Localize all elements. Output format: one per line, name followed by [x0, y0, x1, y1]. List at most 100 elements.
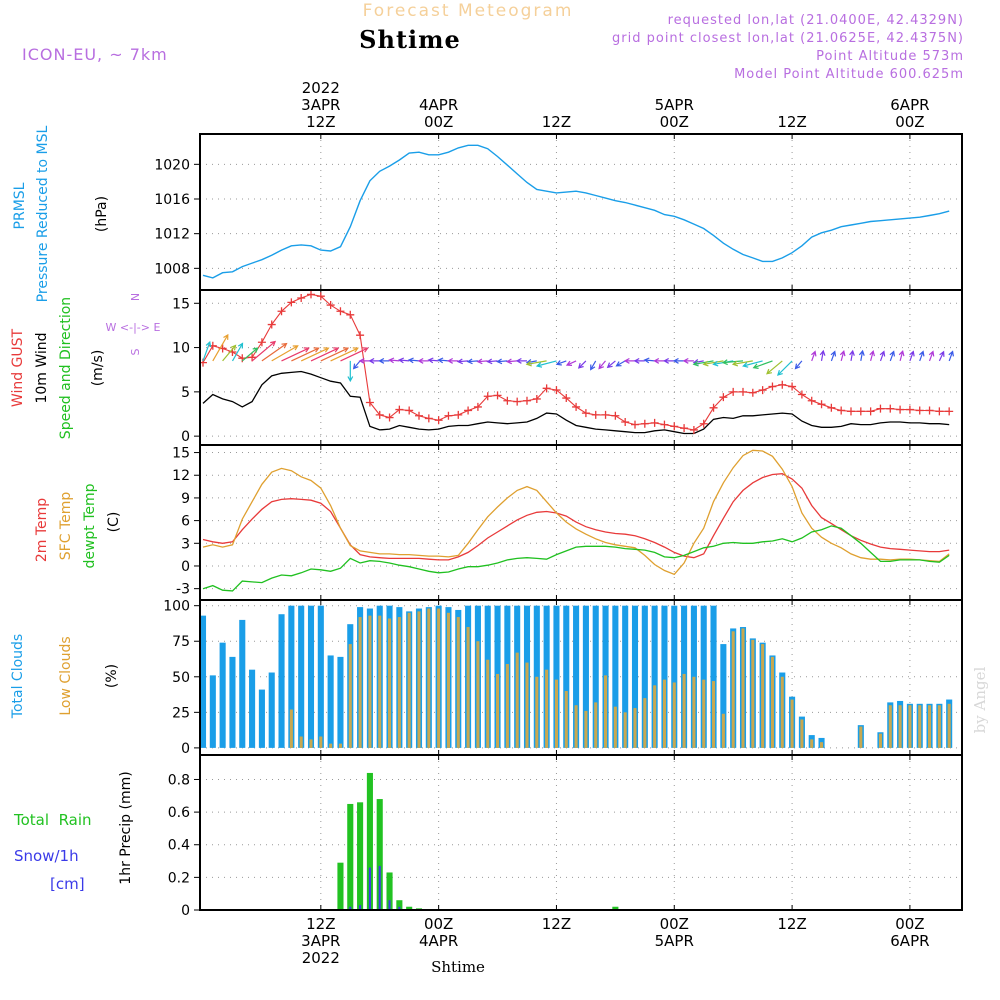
- total-cloud-bar: [700, 605, 707, 748]
- y-tick-label: 25: [172, 705, 190, 721]
- total-cloud-bar: [239, 619, 246, 748]
- low-cloud-bar: [407, 612, 411, 748]
- low-cloud-bar: [633, 708, 637, 748]
- wind-direction-arrow: [776, 360, 793, 376]
- low-cloud-bar: [525, 662, 529, 748]
- compass-we: W <-|-> E: [106, 321, 161, 334]
- wind-direction-arrow: [241, 347, 259, 362]
- rain-bar: [347, 803, 354, 910]
- low-cloud-bar: [388, 618, 392, 748]
- snow-bar: [398, 906, 401, 910]
- model-label: ICON-EU, ~ 7km: [22, 45, 168, 64]
- wind-direction-arrow: [466, 358, 478, 365]
- low-cloud-bar: [535, 676, 539, 748]
- total-cloud-bar: [288, 605, 295, 748]
- wind-direction-arrow: [663, 357, 675, 364]
- wind-direction-arrow: [231, 342, 244, 362]
- low-cloud-bar: [859, 726, 863, 748]
- total-cloud-bar: [327, 655, 334, 748]
- low-cloud-bar: [761, 644, 765, 748]
- gust-marker: [709, 403, 718, 412]
- y-tick-label: 12: [172, 468, 190, 484]
- wind-direction-arrow: [505, 358, 518, 365]
- low-cloud-bar: [378, 615, 382, 748]
- chart-panels: 1008101210161020051015-30369121502550751…: [154, 133, 963, 919]
- low-cloud-bar: [309, 739, 313, 748]
- top-axis-label: 3APR: [301, 96, 340, 114]
- gust-marker: [935, 407, 944, 416]
- gust-marker: [572, 402, 581, 411]
- top-axis-label: 00Z: [895, 113, 924, 131]
- low-cloud-bar: [299, 736, 303, 748]
- rain-bar: [386, 872, 393, 910]
- low-cloud-bar: [731, 631, 735, 748]
- wind-direction-arrow: [643, 357, 655, 364]
- gust-marker: [257, 338, 266, 347]
- gust-marker: [444, 411, 453, 420]
- y-tick-label: 0: [181, 429, 190, 445]
- low-cloud-bar: [564, 691, 568, 748]
- temp-2m-line: [202, 473, 950, 561]
- wind-direction-arrow: [535, 360, 557, 368]
- low-cloud-bar: [820, 742, 824, 748]
- wind-direction-arrow: [340, 347, 369, 362]
- panel-frame: [199, 444, 963, 601]
- bottom-axis-label: 00Z: [424, 915, 453, 933]
- gust-marker: [493, 391, 502, 400]
- low-cloud-bar: [515, 652, 519, 748]
- wind-direction-arrow: [909, 350, 915, 362]
- gust-marker: [346, 310, 355, 319]
- wind-direction-arrow: [486, 358, 498, 365]
- gust-marker: [748, 388, 757, 397]
- low-cloud-bar: [338, 743, 342, 748]
- total-cloud-bar: [337, 656, 344, 748]
- low-cloud-bar: [437, 608, 441, 748]
- y-tick-label: 0: [181, 741, 190, 757]
- low-cloud-bar: [427, 608, 431, 748]
- gust-marker: [788, 382, 797, 391]
- gust-marker: [866, 407, 875, 416]
- gust-marker: [581, 409, 590, 418]
- wind-direction-arrow: [330, 347, 359, 362]
- wind-direction-arrow: [222, 344, 237, 362]
- low-cloud-bar: [319, 736, 323, 748]
- total-cloud-bar: [307, 605, 315, 748]
- low-cloud-bar: [928, 705, 932, 748]
- low-cloud-bar: [878, 733, 882, 748]
- low-cloud-bar: [623, 712, 627, 748]
- wind-direction-arrow: [898, 350, 905, 362]
- wind-direction-arrow: [692, 360, 714, 367]
- panel-frame: [199, 599, 963, 756]
- low-cloud-bar: [741, 628, 745, 748]
- y-tick-label: 50: [172, 670, 190, 686]
- y-tick-label: 15: [172, 296, 190, 312]
- gust-marker: [415, 411, 423, 420]
- low-cloud-bar: [908, 705, 912, 748]
- wind-direction-arrow: [251, 340, 277, 362]
- temp-panel-labels: 2m Temp SFC Temp dewpt Temp (C): [34, 483, 122, 568]
- wind-panel-labels: Wind GUST 10m Wind Speed and Direction (…: [10, 293, 160, 439]
- wind-direction-arrow: [281, 347, 310, 362]
- low-cloud-bar: [937, 705, 941, 748]
- gust-marker: [797, 390, 806, 399]
- gust-marker: [768, 382, 777, 391]
- precip-units: 1hr Precip (mm): [118, 771, 134, 884]
- watermark: by Angel: [971, 666, 989, 733]
- total-cloud-bar: [533, 605, 540, 748]
- top-axis-label: 00Z: [424, 113, 453, 131]
- gust-marker: [454, 410, 463, 419]
- temperature-panel: -3 0 3 6 9 12 15: [172, 445, 962, 600]
- total-cloud-bar: [278, 614, 285, 748]
- rain-bar: [612, 906, 619, 910]
- gust-marker: [699, 419, 708, 428]
- gust-marker: [287, 298, 296, 307]
- low-cloud-bar: [947, 703, 951, 748]
- low-cloud-bar: [545, 669, 549, 748]
- top-axis-label: 12Z: [542, 113, 571, 131]
- gust-marker: [680, 424, 689, 433]
- rain-bar: [337, 862, 344, 910]
- gust-marker: [905, 405, 914, 414]
- wind-direction-arrow: [839, 349, 846, 362]
- gust-marker: [876, 404, 885, 413]
